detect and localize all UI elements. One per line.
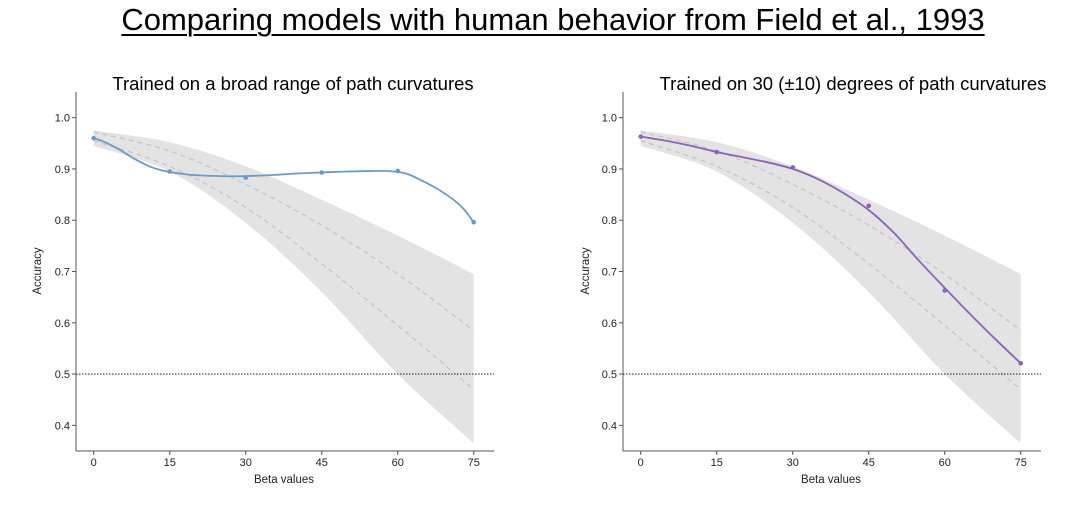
data-point [471,219,477,225]
x-axis-label: Beta values [254,474,314,486]
x-tick-label: 60 [939,457,951,469]
x-tick-label: 45 [863,457,875,469]
y-tick-label: 0.5 [55,369,70,381]
chart-title: Trained on 30 (±10) degrees of path curv… [660,73,1047,94]
human-performance-band [640,130,1021,444]
y-tick-label: 0.8 [55,215,70,227]
y-tick-label: 0.4 [55,420,70,432]
y-axis-label: Accuracy [580,247,592,295]
human-performance-band [93,130,474,444]
human-reference-line-lower [640,140,1022,390]
model-accuracy-line [640,135,1022,364]
data-point [167,169,173,174]
x-tick-label: 30 [240,457,252,469]
model-accuracy-line [93,137,475,223]
x-tick-label: 0 [91,457,97,469]
data-point [942,288,948,293]
data-point [1018,361,1024,366]
y-tick-label: 1.0 [55,113,70,125]
y-tick-label: 0.7 [602,267,617,279]
x-tick-label: 15 [711,457,723,469]
data-point [638,134,644,139]
chart-title: Trained on a broad range of path curvatu… [112,73,473,94]
data-point [866,203,872,209]
data-point [714,149,720,155]
x-tick-label: 60 [392,457,404,469]
chart-panel-right: Trained on 30 (±10) degrees of path curv… [580,73,1046,486]
data-point [790,165,796,170]
x-tick-label: 75 [468,457,480,469]
x-tick-label: 15 [164,457,176,469]
y-tick-label: 0.6 [55,318,70,330]
y-tick-label: 0.9 [602,164,617,176]
x-tick-label: 75 [1015,457,1027,469]
human-reference-line-lower [93,140,475,390]
x-tick-label: 45 [316,457,328,469]
y-axis-label: Accuracy [32,247,44,295]
y-tick-label: 0.9 [55,164,70,176]
y-tick-label: 0.7 [55,267,70,279]
data-point [319,170,325,175]
y-tick-label: 0.8 [602,215,617,227]
human-reference-line-upper [93,131,475,331]
data-point [91,135,97,141]
y-tick-label: 0.6 [602,318,617,330]
x-tick-label: 30 [787,457,799,469]
x-axis-label: Beta values [801,474,861,486]
y-tick-label: 0.5 [602,369,617,381]
x-tick-label: 0 [638,457,644,469]
data-point [243,175,249,180]
figure-title: Comparing models with human behavior fro… [121,2,985,37]
y-tick-label: 1.0 [602,113,617,125]
data-point [395,168,401,174]
y-tick-label: 0.4 [602,420,617,432]
chart-panel-left: Trained on a broad range of path curvatu… [32,73,494,486]
